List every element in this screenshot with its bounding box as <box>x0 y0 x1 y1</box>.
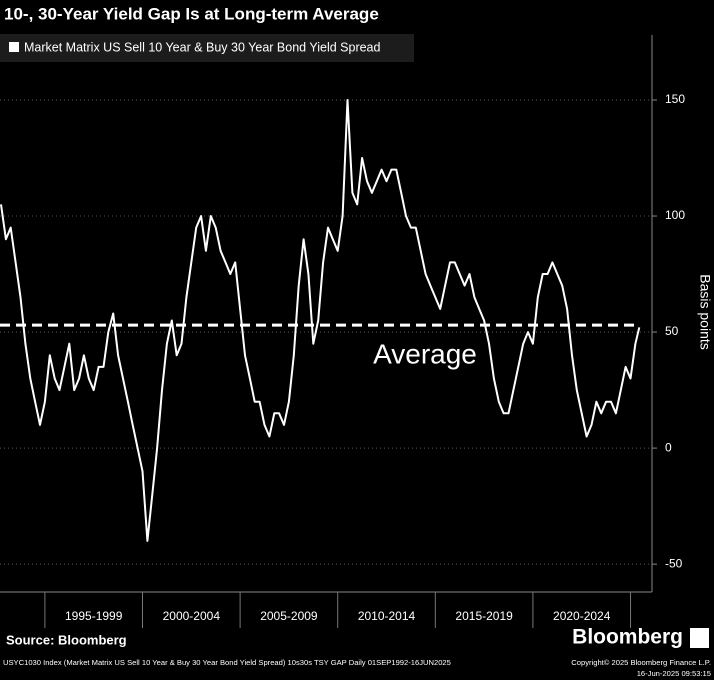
y-tick-label: 0 <box>665 440 672 454</box>
legend-label: Market Matrix US Sell 10 Year & Buy 30 Y… <box>24 40 381 54</box>
y-tick-label: 100 <box>665 208 685 222</box>
average-label: Average <box>373 338 477 369</box>
x-tick-label: 2000-2004 <box>163 609 221 623</box>
legend-box <box>0 34 414 62</box>
x-tick-label: 1995-1999 <box>65 609 123 623</box>
logo-icon <box>690 628 709 648</box>
logo: Bloomberg <box>572 626 683 649</box>
footer-copyright: Copyright© 2025 Bloomberg Finance L.P. <box>571 658 711 667</box>
legend-swatch <box>9 42 19 52</box>
series-line <box>0 99 641 542</box>
y-tick-label: 150 <box>665 92 685 106</box>
source: Source: Bloomberg <box>6 632 127 647</box>
y-tick-label: 50 <box>665 324 679 338</box>
x-tick-label: 2005-2009 <box>260 609 318 623</box>
x-tick-label: 2020-2024 <box>553 609 611 623</box>
footer-left: USYC1030 Index (Market Matrix US Sell 10… <box>3 658 451 667</box>
footer-timestamp: 16-Jun-2025 09:53:15 <box>637 669 711 678</box>
x-tick-label: 2015-2019 <box>455 609 513 623</box>
x-tick-label: 2010-2014 <box>358 609 416 623</box>
y-axis-label: Basis points <box>697 274 713 349</box>
chart-title: 10-, 30-Year Yield Gap Is at Long-term A… <box>4 4 379 23</box>
y-tick-label: -50 <box>665 556 683 570</box>
